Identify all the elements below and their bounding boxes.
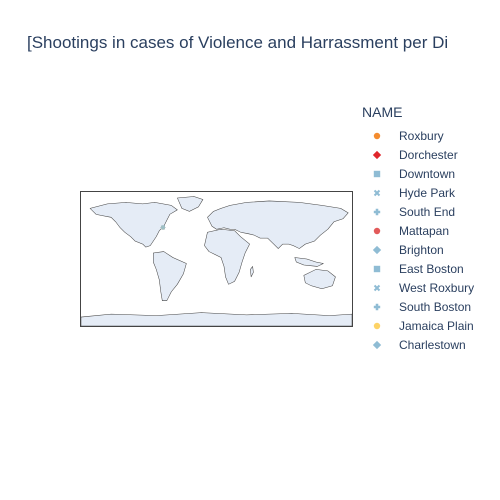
legend-item-hyde-park[interactable]: Hyde Park bbox=[362, 183, 474, 202]
legend-symbol-circle-icon bbox=[373, 322, 381, 329]
markers-layer[interactable] bbox=[160, 224, 166, 231]
land-antarctica bbox=[81, 312, 352, 326]
land-africa bbox=[204, 228, 250, 285]
legend-symbol-square-icon bbox=[373, 265, 381, 272]
legend-label: West Roxbury bbox=[399, 280, 475, 295]
legend-item-roxbury[interactable]: Roxbury bbox=[362, 126, 474, 145]
legend-item-east-boston[interactable]: East Boston bbox=[362, 259, 474, 278]
legend-item-jamaica-plain[interactable]: Jamaica Plain bbox=[362, 316, 474, 335]
legend-symbol-x-icon bbox=[373, 284, 381, 291]
map-canvas[interactable] bbox=[81, 192, 352, 326]
legend-symbol-diamond-icon bbox=[372, 150, 382, 159]
world-map[interactable] bbox=[80, 191, 353, 327]
legend-symbol-cross-icon bbox=[373, 208, 381, 215]
legend-symbol-cross-icon bbox=[373, 303, 381, 310]
legend-label: Hyde Park bbox=[399, 185, 456, 200]
land-greenland bbox=[177, 196, 204, 212]
legend-label: Charlestown bbox=[399, 337, 466, 352]
legend-item-mattapan[interactable]: Mattapan bbox=[362, 221, 474, 240]
land-masses bbox=[81, 196, 352, 326]
legend-item-west-roxbury[interactable]: West Roxbury bbox=[362, 278, 474, 297]
legend-label: South Boston bbox=[399, 299, 472, 314]
legend-title: NAME bbox=[362, 104, 403, 120]
legend-symbol-circle-icon bbox=[373, 227, 381, 234]
legend-label: Jamaica Plain bbox=[399, 318, 474, 333]
legend-label: Dorchester bbox=[399, 147, 458, 162]
land-north-america bbox=[89, 202, 178, 248]
legend-item-charlestown[interactable]: Charlestown bbox=[362, 335, 474, 354]
legend-label: Brighton bbox=[399, 242, 444, 257]
legend-item-south-boston[interactable]: South Boston bbox=[362, 297, 474, 316]
legend-label: South End bbox=[399, 204, 456, 219]
legend-label: Roxbury bbox=[399, 128, 444, 143]
legend-item-brighton[interactable]: Brighton bbox=[362, 240, 474, 259]
legend-symbol-diamond-icon bbox=[372, 245, 382, 254]
land-australia bbox=[303, 269, 336, 290]
legend-label: Mattapan bbox=[399, 223, 450, 238]
legend-symbol-x-icon bbox=[373, 189, 381, 196]
legend: NAME Roxbury Dorchester Downtown Hyde Park S… bbox=[362, 104, 474, 354]
legend-item-downtown[interactable]: Downtown bbox=[362, 164, 474, 183]
legend-symbol-circle-icon bbox=[373, 132, 381, 139]
legend-item-dorchester[interactable]: Dorchester bbox=[362, 145, 474, 164]
land-south-america bbox=[153, 251, 187, 301]
land-madagascar bbox=[250, 266, 254, 278]
legend-symbol-diamond-icon bbox=[372, 340, 382, 349]
legend-label: Downtown bbox=[399, 166, 456, 181]
legend-items: Roxbury Dorchester Downtown Hyde Park South … bbox=[362, 126, 474, 354]
legend-symbol-square-icon bbox=[373, 170, 381, 177]
legend-item-south-end[interactable]: South End bbox=[362, 202, 474, 221]
chart-title: [Shootings in cases of Violence and Harr… bbox=[27, 33, 449, 52]
land-indonesia bbox=[294, 257, 324, 267]
legend-label: East Boston bbox=[399, 261, 464, 276]
land-eurasia bbox=[207, 200, 349, 249]
